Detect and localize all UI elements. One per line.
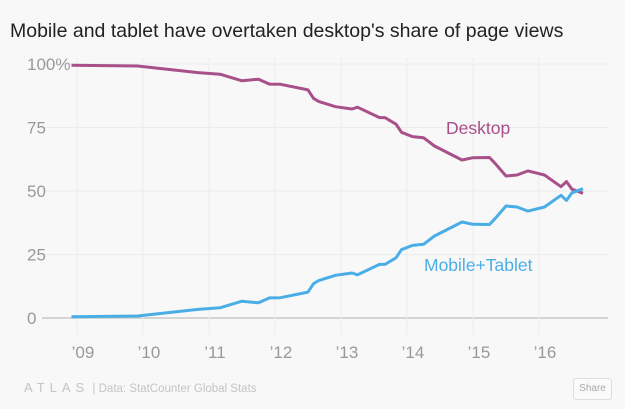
x-tick-label: ’15 <box>468 343 491 362</box>
x-axis-ticks: ’09 ’10 ’11 ’12 ’13 ’14 ’15 ’16 <box>72 343 557 362</box>
y-tick-label: 25 <box>27 246 46 265</box>
x-tick-label: ’13 <box>336 343 359 362</box>
series-label-mobile-tablet: Mobile+Tablet <box>424 255 533 275</box>
atlas-logo: ATLAS <box>24 380 90 395</box>
x-tick-label: ’12 <box>270 343 293 362</box>
gridlines <box>42 58 608 335</box>
y-tick-label: 75 <box>27 119 46 138</box>
share-button[interactable]: Share <box>573 378 612 400</box>
series-label-desktop: Desktop <box>446 118 510 138</box>
footer-separator: | <box>92 383 96 395</box>
y-tick-label: 0 <box>27 309 36 328</box>
series-lines <box>71 63 584 319</box>
y-tick-label: 100% <box>27 55 70 74</box>
x-tick-label: ’09 <box>72 343 95 362</box>
data-source: Data: StatCounter Global Stats <box>98 383 257 395</box>
series-line-desktop <box>71 63 584 195</box>
y-tick-label: 50 <box>27 182 46 201</box>
x-tick-label: ’14 <box>402 343 425 362</box>
chart-title: Mobile and tablet have overtaken desktop… <box>10 20 564 42</box>
series-line-mobile-tablet <box>71 187 584 319</box>
x-tick-label: ’10 <box>138 343 161 362</box>
x-tick-label: ’16 <box>534 343 557 362</box>
footer: ATLAS | Data: StatCounter Global Stats <box>24 380 257 395</box>
x-tick-label: ’11 <box>204 343 225 362</box>
y-axis-ticks: 0 25 50 75 100% <box>27 55 70 328</box>
